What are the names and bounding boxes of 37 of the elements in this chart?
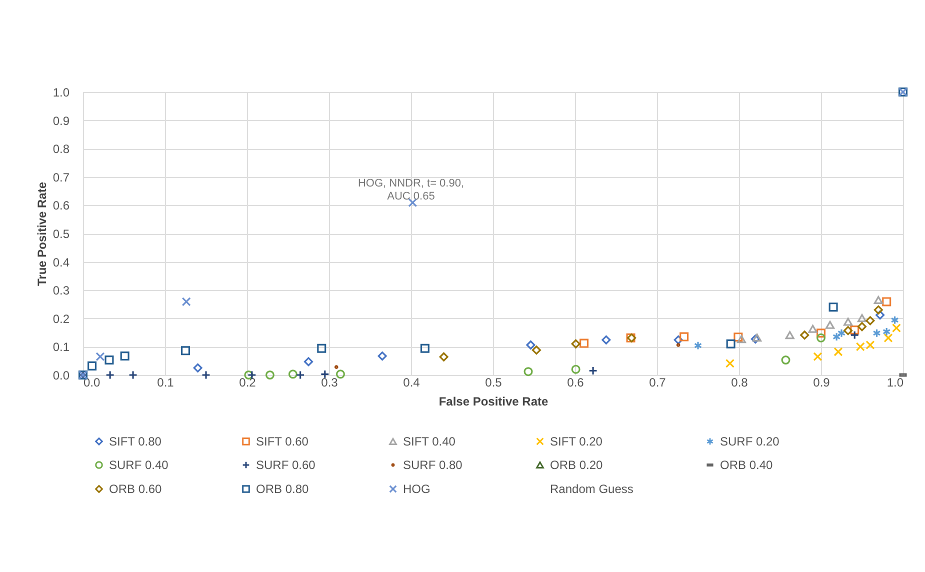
y-tick-label: 0.5 bbox=[52, 227, 70, 241]
legend-label: SIFT 0.20 bbox=[550, 434, 603, 448]
legend-label: ORB 0.20 bbox=[550, 458, 604, 472]
x-tick-label: 0.8 bbox=[731, 376, 748, 390]
x-tick-label: 0.7 bbox=[649, 376, 666, 390]
y-tick-label: 0.3 bbox=[52, 284, 70, 298]
legend-label: ORB 0.80 bbox=[256, 482, 310, 496]
y-tick-label: 0.4 bbox=[52, 255, 70, 270]
legend-label: SURF 0.20 bbox=[720, 434, 780, 448]
x-tick-label: 1.0 bbox=[886, 376, 904, 390]
legend-label: SIFT 0.80 bbox=[109, 434, 162, 448]
annotation: HOG, NNDR, t= 0.90, AUC 0.65 bbox=[358, 177, 464, 202]
legend-label: SURF 0.60 bbox=[256, 458, 316, 472]
legend-label: SIFT 0.40 bbox=[403, 434, 456, 448]
x-tick-label: 0.3 bbox=[321, 376, 338, 390]
y-tick-label: 0.8 bbox=[52, 142, 70, 156]
legend-label: SURF 0.80 bbox=[403, 458, 463, 472]
y-tick-label: 0.7 bbox=[52, 170, 70, 184]
legend-label: SIFT 0.60 bbox=[256, 434, 309, 448]
y-tick-label: 0.9 bbox=[52, 114, 70, 128]
text: Random Guess bbox=[550, 482, 634, 496]
y-tick-label: 0.6 bbox=[52, 198, 70, 213]
x-tick-label: 0.1 bbox=[157, 376, 174, 390]
y-axis-title: True Positive Rate bbox=[34, 182, 49, 286]
y-tick-label: 1.0 bbox=[52, 86, 70, 100]
x-axis-title: False Positive Rate bbox=[438, 394, 549, 408]
x-tick-label: 0.6 bbox=[567, 376, 584, 390]
x-tick-label: 0.5 bbox=[485, 376, 502, 390]
x-tick-label: 0.4 bbox=[403, 376, 420, 390]
legend-label: ORB 0.60 bbox=[109, 482, 162, 496]
x-tick-label: 0.2 bbox=[239, 376, 256, 390]
y-tick-label: 0.2 bbox=[52, 312, 70, 326]
legend-label: SURF 0.40 bbox=[109, 458, 169, 472]
y-tick-label: 0.1 bbox=[52, 340, 70, 354]
x-tick-label: 0.9 bbox=[813, 376, 830, 390]
legend-label: ORB 0.40 bbox=[720, 458, 774, 472]
legend-label: HOG bbox=[403, 482, 430, 496]
